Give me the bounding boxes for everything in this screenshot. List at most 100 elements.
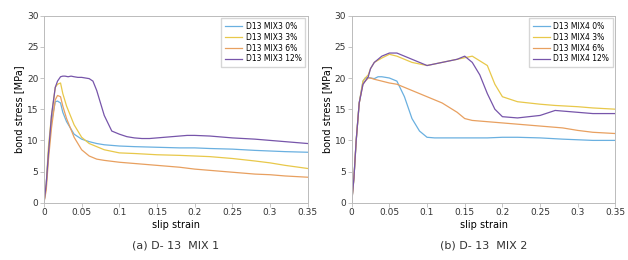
Legend: D13 MIX4 0%, D13 MIX4 3%, D13 MIX4 6%, D13 MIX4 12%: D13 MIX4 0%, D13 MIX4 3%, D13 MIX4 6%, D… — [529, 18, 613, 67]
D13 MIX4 3% — [401, 58, 408, 61]
D13 MIX3 3% — [45, 145, 52, 148]
D13 MIX3 3% — [153, 153, 161, 156]
D13 MIX3 3% — [191, 154, 198, 158]
D13 MIX4 0% — [367, 76, 374, 80]
D13 MIX3 6% — [153, 164, 161, 167]
Line: D13 MIX3 6%: D13 MIX3 6% — [44, 95, 308, 203]
D13 MIX4 6% — [514, 123, 521, 126]
D13 MIX4 3% — [468, 55, 476, 58]
D13 MIX4 6% — [378, 80, 386, 83]
D13 MIX4 3% — [362, 76, 369, 80]
D13 MIX3 12% — [153, 136, 161, 139]
D13 MIX3 6% — [281, 174, 289, 178]
D13 MIX3 6% — [59, 105, 67, 108]
Line: D13 MIX3 12%: D13 MIX3 12% — [44, 76, 308, 203]
D13 MIX4 0% — [352, 139, 360, 142]
D13 MIX3 0% — [176, 146, 183, 150]
D13 MIX3 12% — [251, 138, 259, 141]
D13 MIX3 3% — [48, 114, 55, 117]
D13 MIX3 12% — [82, 76, 89, 80]
D13 MIX3 12% — [64, 75, 72, 78]
D13 MIX4 0% — [378, 75, 386, 78]
D13 MIX4 12% — [386, 51, 393, 55]
D13 MIX4 0% — [359, 80, 367, 83]
D13 MIX3 0% — [85, 140, 93, 143]
D13 MIX4 0% — [423, 136, 431, 139]
D13 MIX4 3% — [612, 108, 619, 111]
D13 MIX3 6% — [100, 159, 108, 162]
D13 MIX4 12% — [484, 92, 491, 95]
D13 MIX4 3% — [438, 61, 446, 64]
D13 MIX3 6% — [63, 117, 70, 120]
D13 MIX3 0% — [304, 151, 311, 154]
D13 MIX4 6% — [352, 139, 360, 142]
D13 MIX4 0% — [374, 75, 382, 78]
D13 MIX4 0% — [612, 139, 619, 142]
D13 MIX3 12% — [62, 75, 69, 78]
D13 MIX4 6% — [499, 121, 506, 125]
Line: D13 MIX3 0%: D13 MIX3 0% — [44, 101, 308, 203]
D13 MIX4 0% — [350, 176, 358, 179]
D13 MIX4 3% — [364, 73, 372, 76]
D13 MIX3 0% — [266, 150, 274, 153]
D13 MIX3 3% — [93, 145, 100, 148]
D13 MIX4 12% — [401, 55, 408, 58]
D13 MIX4 3% — [352, 139, 360, 142]
D13 MIX3 0% — [93, 142, 100, 145]
D13 MIX4 0% — [348, 201, 355, 204]
D13 MIX3 12% — [266, 139, 274, 142]
Line: D13 MIX4 3%: D13 MIX4 3% — [352, 54, 615, 203]
D13 MIX3 3% — [229, 157, 236, 160]
D13 MIX3 3% — [131, 152, 138, 155]
D13 MIX3 12% — [168, 135, 176, 138]
D13 MIX3 12% — [304, 142, 311, 145]
D13 MIX4 12% — [574, 111, 582, 114]
D13 MIX4 0% — [461, 136, 468, 139]
D13 MIX3 0% — [57, 101, 64, 105]
D13 MIX4 12% — [423, 64, 431, 67]
D13 MIX4 0% — [589, 139, 597, 142]
D13 MIX4 6% — [589, 131, 597, 134]
D13 MIX4 6% — [461, 117, 468, 120]
D13 MIX4 12% — [367, 67, 374, 70]
D13 MIX3 3% — [304, 167, 311, 170]
D13 MIX4 6% — [364, 76, 372, 80]
D13 MIX3 0% — [51, 100, 59, 103]
D13 MIX3 12% — [161, 136, 168, 139]
D13 MIX4 3% — [499, 95, 506, 98]
D13 MIX4 0% — [362, 76, 369, 80]
D13 MIX4 12% — [364, 75, 372, 78]
D13 MIX4 3% — [423, 64, 431, 67]
D13 MIX3 6% — [78, 148, 85, 151]
D13 MIX4 12% — [612, 112, 619, 115]
D13 MIX3 12% — [74, 76, 82, 79]
D13 MIX3 6% — [85, 154, 93, 158]
D13 MIX3 12% — [191, 134, 198, 137]
D13 MIX4 12% — [499, 115, 506, 118]
D13 MIX3 3% — [176, 154, 183, 157]
D13 MIX4 0% — [371, 77, 378, 80]
D13 MIX4 12% — [476, 73, 484, 76]
D13 MIX3 6% — [93, 158, 100, 161]
D13 MIX4 12% — [468, 61, 476, 64]
D13 MIX3 12% — [89, 80, 97, 83]
D13 MIX4 3% — [350, 176, 358, 179]
D13 MIX4 0% — [536, 136, 544, 139]
D13 MIX4 0% — [574, 138, 582, 141]
D13 MIX3 3% — [281, 164, 289, 167]
Line: D13 MIX4 0%: D13 MIX4 0% — [352, 77, 615, 203]
D13 MIX3 6% — [266, 173, 274, 176]
D13 MIX3 3% — [57, 81, 64, 84]
D13 MIX3 6% — [51, 98, 59, 101]
D13 MIX4 0% — [364, 76, 372, 79]
D13 MIX3 12% — [100, 114, 108, 117]
D13 MIX3 12% — [40, 201, 48, 204]
D13 MIX4 6% — [350, 176, 358, 179]
D13 MIX4 6% — [355, 101, 363, 105]
D13 MIX3 3% — [206, 155, 214, 158]
D13 MIX3 12% — [70, 75, 78, 78]
D13 MIX4 12% — [393, 51, 401, 55]
D13 MIX3 3% — [100, 148, 108, 151]
Line: D13 MIX3 3%: D13 MIX3 3% — [44, 83, 308, 203]
D13 MIX4 3% — [359, 80, 367, 83]
